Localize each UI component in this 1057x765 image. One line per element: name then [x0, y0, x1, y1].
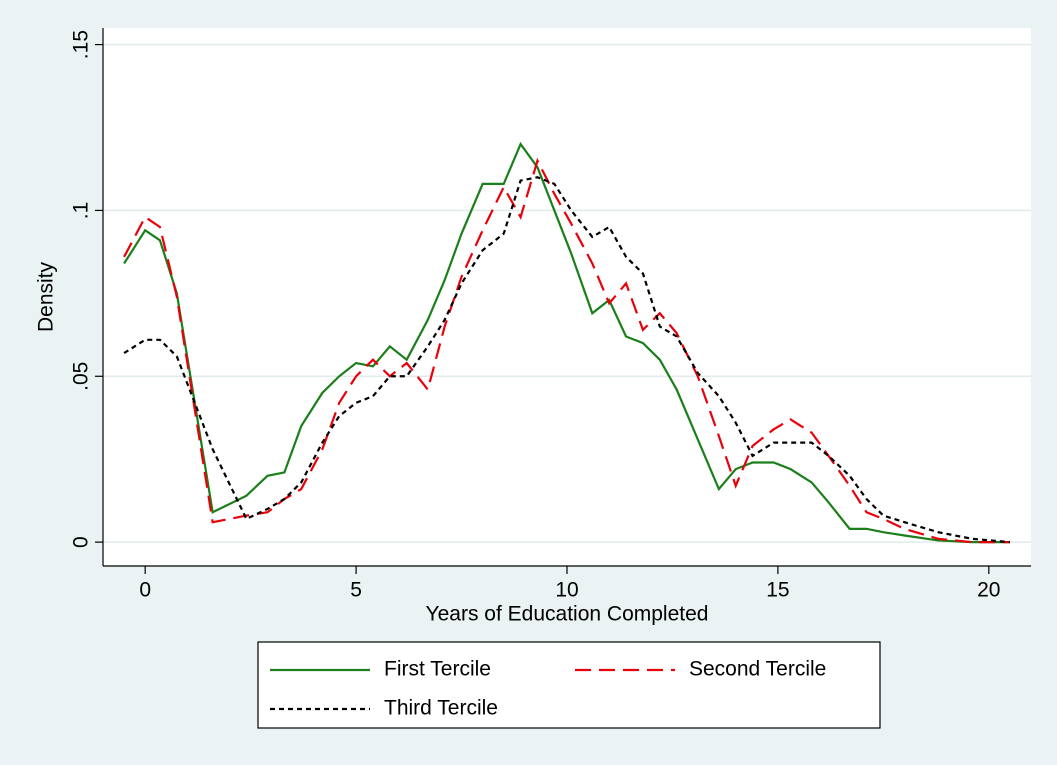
x-tick-label: 5	[350, 579, 362, 602]
series-line	[123, 141, 1010, 544]
series-line	[123, 176, 1011, 544]
legend-label: First Tercile	[384, 658, 491, 681]
x-tick-label: 15	[766, 579, 789, 602]
y-tick-label: .1	[70, 202, 93, 220]
legend-label: Third Tercile	[384, 697, 498, 720]
x-tick-label: 0	[139, 579, 151, 602]
x-tick-label: 10	[555, 579, 578, 602]
y-tick-label: .15	[70, 30, 93, 59]
y-tick-label: .05	[70, 362, 93, 391]
legend-box	[257, 641, 881, 729]
x-axis-title: Years of Education Completed	[426, 603, 709, 626]
y-axis-title: Density	[35, 261, 58, 332]
series-line	[123, 157, 1010, 544]
x-tick-label: 20	[977, 579, 1000, 602]
plot-area	[103, 28, 1031, 566]
y-tick-label: 0	[70, 536, 93, 548]
legend-label: Second Tercile	[689, 658, 826, 681]
